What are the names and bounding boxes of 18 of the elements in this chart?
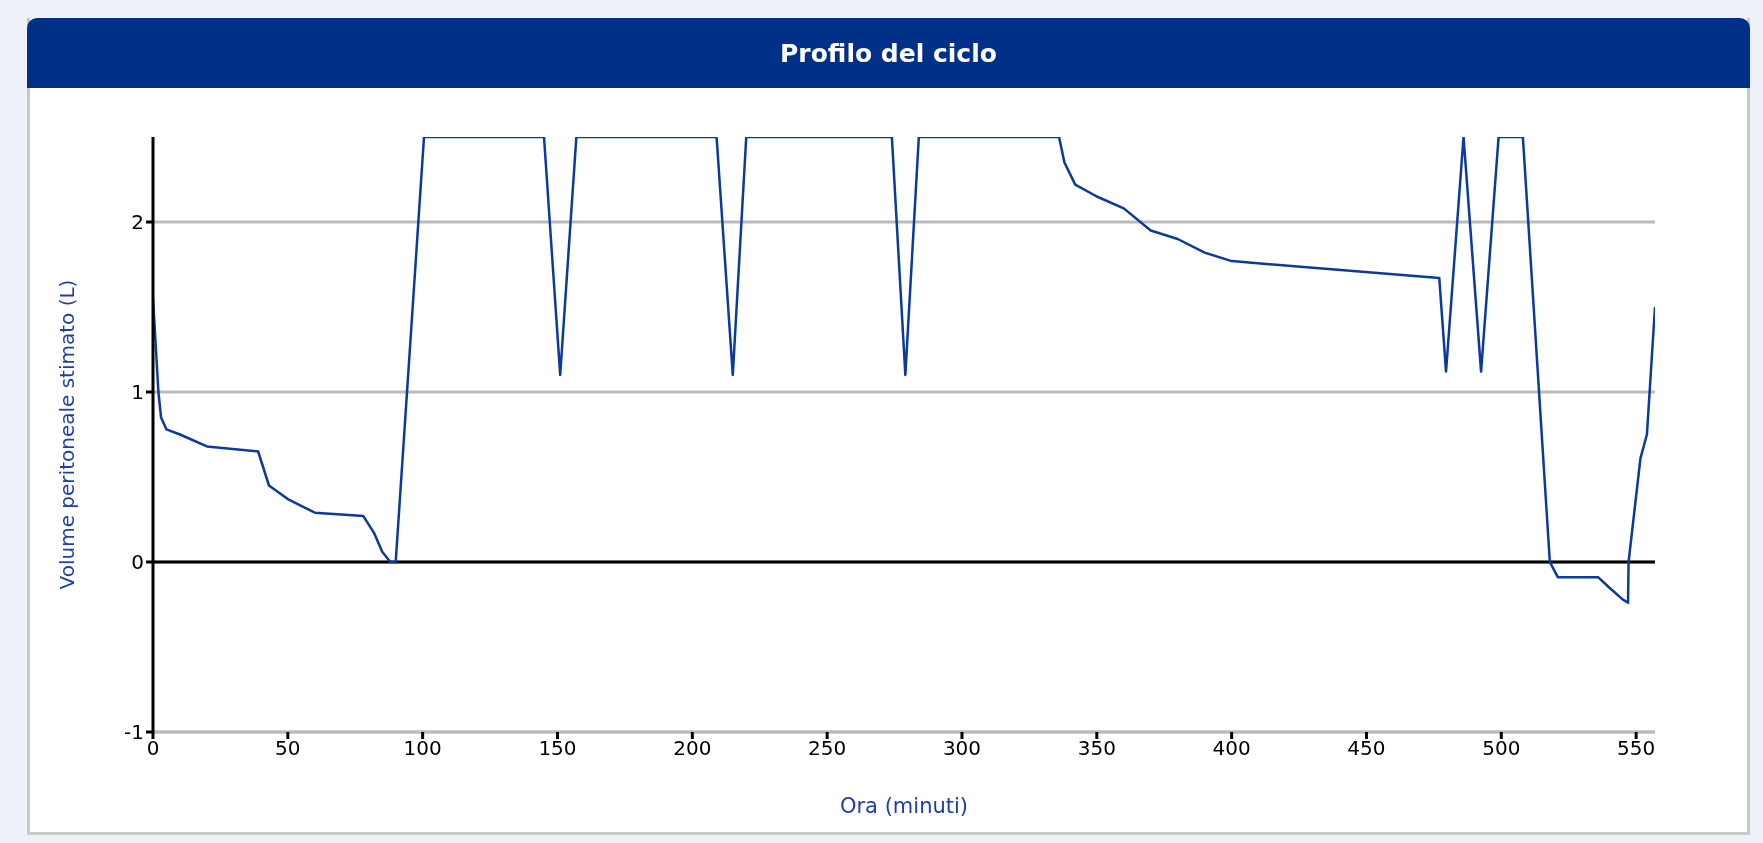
x-tick-label: 500 bbox=[1482, 736, 1521, 761]
x-tick-label: 550 bbox=[1617, 736, 1656, 761]
y-tick-label: -1 bbox=[124, 720, 144, 745]
x-tick-label: 300 bbox=[942, 736, 982, 761]
x-tick-label: 400 bbox=[1212, 736, 1251, 761]
x-axis-title: Ora (minuti) bbox=[839, 794, 969, 818]
x-tick-label: 350 bbox=[1077, 736, 1116, 761]
y-tick-label: 2 bbox=[131, 210, 144, 235]
x-tick-label: 150 bbox=[538, 736, 577, 761]
y-tick-label: 1 bbox=[131, 380, 144, 405]
y-tick-label: 0 bbox=[131, 550, 144, 575]
y-axis-title: Volume peritoneale stimato (L) bbox=[55, 279, 80, 590]
x-tick-label: 100 bbox=[403, 736, 442, 761]
chart-title: Profilo del ciclo bbox=[27, 18, 1750, 88]
x-tick-label: 50 bbox=[275, 736, 301, 761]
x-tick-label: 250 bbox=[808, 736, 847, 761]
x-tick-label: 450 bbox=[1347, 736, 1386, 761]
x-tick-label: 200 bbox=[673, 736, 712, 761]
